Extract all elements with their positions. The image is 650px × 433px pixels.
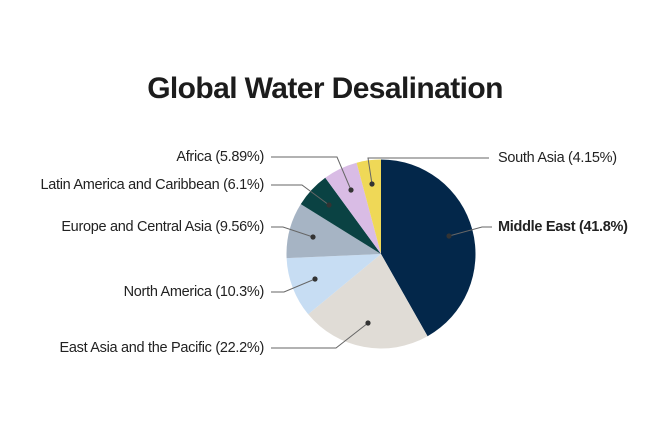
leader-latin-america bbox=[271, 184, 330, 206]
pie-slice-middle-east bbox=[381, 159, 476, 337]
leader-east-asia bbox=[271, 322, 369, 349]
label-latin-america: Latin America and Caribbean (6.1%) bbox=[40, 177, 264, 193]
pie-slice-latin-america-and-caribbean bbox=[300, 177, 381, 254]
label-south-asia: South Asia (4.15%) bbox=[498, 150, 617, 166]
dot-east-asia bbox=[365, 320, 371, 326]
dot-middle-east bbox=[446, 233, 452, 239]
label-east-asia: East Asia and the Pacific (22.2%) bbox=[59, 340, 265, 356]
pie-slices bbox=[286, 159, 476, 349]
pie-slice-south-asia bbox=[356, 159, 381, 254]
label-middle-east: Middle East (41.8%) bbox=[498, 219, 628, 235]
label-africa: Africa (5.89%) bbox=[176, 149, 264, 165]
leader-europe bbox=[271, 226, 314, 238]
leader-north-america bbox=[271, 278, 316, 293]
leader-south-asia bbox=[367, 157, 489, 185]
leader-africa bbox=[271, 156, 352, 191]
leader-lines bbox=[271, 156, 492, 349]
dot-north-america bbox=[312, 276, 318, 282]
label-north-america: North America (10.3%) bbox=[123, 284, 265, 300]
label-europe: Europe and Central Asia (9.56%) bbox=[61, 219, 264, 235]
dot-south-asia bbox=[369, 181, 375, 187]
pie-slice-europe-and-central-asia bbox=[286, 204, 381, 259]
chart-title: Global Water Desalination bbox=[147, 72, 503, 105]
pie-slice-north-america bbox=[286, 254, 381, 315]
dot-latin-america bbox=[326, 202, 332, 208]
pie-slice-africa bbox=[325, 162, 381, 254]
leader-dots bbox=[310, 181, 452, 326]
dot-europe bbox=[310, 234, 316, 240]
dot-africa bbox=[348, 187, 354, 193]
pie-slice-east-asia-and-the-pacific bbox=[308, 254, 428, 349]
leader-middle-east bbox=[448, 226, 492, 237]
